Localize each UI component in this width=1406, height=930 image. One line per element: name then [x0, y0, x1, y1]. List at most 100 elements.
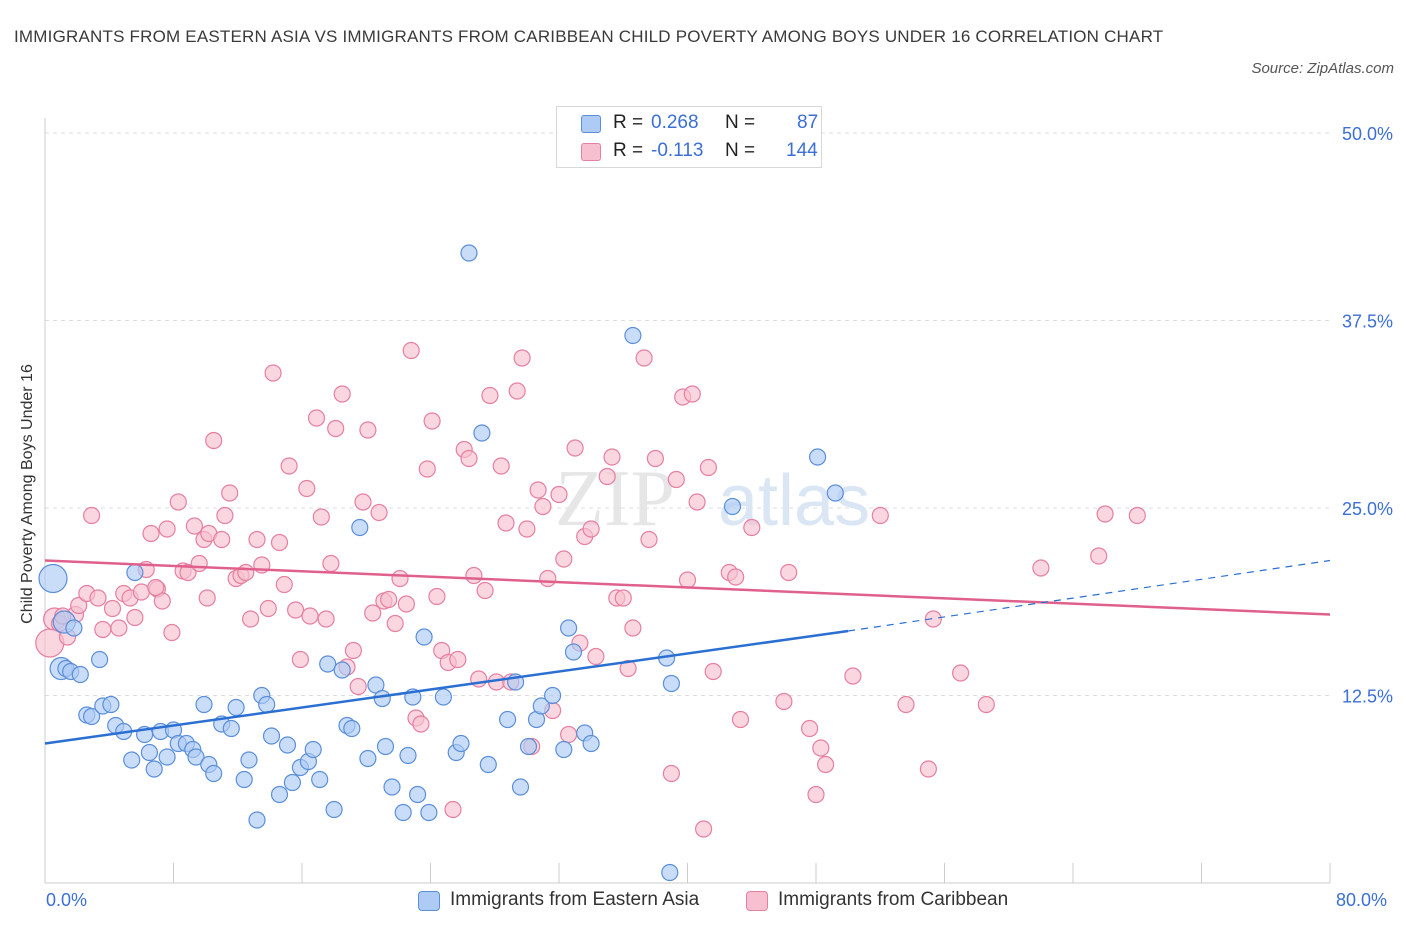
- data-point-caribbean: [614, 589, 632, 607]
- bottom-legend-swatch-blue: [418, 891, 440, 911]
- data-point-eastern-asia: [38, 563, 68, 594]
- data-point-caribbean: [635, 349, 653, 367]
- data-point-eastern-asia: [102, 695, 120, 714]
- data-point-eastern-asia: [126, 563, 144, 582]
- data-point-eastern-asia: [123, 751, 141, 769]
- data-point-caribbean: [312, 508, 330, 526]
- data-point-eastern-asia: [519, 737, 538, 756]
- data-point-caribbean: [662, 764, 681, 783]
- data-point-eastern-asia: [383, 778, 401, 796]
- data-point-caribbean: [103, 599, 122, 618]
- data-point-eastern-asia: [158, 748, 176, 766]
- data-point-eastern-asia: [543, 686, 562, 705]
- data-point-caribbean: [333, 385, 351, 403]
- data-point-caribbean: [897, 695, 915, 714]
- data-point-caribbean: [871, 506, 889, 525]
- data-point-caribbean: [624, 619, 642, 637]
- data-point-eastern-asia: [532, 697, 550, 715]
- data-point-caribbean: [951, 664, 970, 682]
- data-point-caribbean: [731, 710, 750, 729]
- data-point-caribbean: [481, 386, 499, 405]
- data-point-caribbean: [667, 470, 685, 489]
- data-point-caribbean: [35, 628, 65, 658]
- data-point-caribbean: [518, 520, 536, 538]
- legend-swatch-blue: [581, 115, 601, 133]
- axes: [44, 118, 1331, 884]
- bottom-legend-label-a: Immigrants from Eastern Asia: [450, 889, 700, 910]
- legend-n-value-b: 144: [786, 140, 818, 161]
- data-point-eastern-asia: [222, 719, 240, 738]
- data-point-eastern-asia: [71, 665, 89, 684]
- data-point-caribbean: [270, 533, 289, 552]
- data-point-eastern-asia: [808, 448, 827, 466]
- data-point-caribbean: [775, 692, 793, 711]
- data-point-caribbean: [198, 589, 216, 607]
- data-point-eastern-asia: [499, 710, 517, 729]
- data-point-eastern-asia: [511, 778, 530, 796]
- legend-n-label: N =: [725, 140, 756, 161]
- data-point-eastern-asia: [555, 740, 573, 759]
- y-tick-labels: 12.5% 25.0% 37.5% 50.0%: [1342, 124, 1393, 707]
- data-point-caribbean: [694, 820, 713, 838]
- data-point-caribbean: [298, 479, 316, 498]
- data-point-caribbean: [428, 587, 446, 606]
- data-point-caribbean: [492, 457, 510, 475]
- data-point-eastern-asia: [559, 619, 578, 637]
- data-point-caribbean: [555, 550, 573, 568]
- data-point-caribbean: [977, 695, 995, 714]
- data-point-eastern-asia: [240, 751, 258, 769]
- watermark-zip: ZIP: [555, 455, 675, 543]
- data-point-caribbean: [370, 503, 388, 522]
- data-point-caribbean: [82, 506, 101, 525]
- legend-r-value-a: 0.268: [651, 112, 699, 133]
- data-point-caribbean: [582, 520, 600, 538]
- data-point-caribbean: [213, 530, 231, 549]
- data-point-eastern-asia: [359, 749, 377, 768]
- data-point-caribbean: [380, 590, 398, 609]
- data-point-caribbean: [603, 448, 621, 466]
- data-point-eastern-asia: [420, 803, 438, 822]
- data-point-eastern-asia: [479, 755, 497, 774]
- data-point-caribbean: [169, 493, 187, 511]
- data-point-caribbean: [163, 623, 181, 642]
- data-point-caribbean: [559, 725, 578, 744]
- data-point-eastern-asia: [434, 688, 452, 706]
- data-point-caribbean: [449, 650, 467, 669]
- data-point-caribbean: [816, 755, 835, 774]
- data-point-eastern-asia: [227, 698, 245, 717]
- data-point-caribbean: [264, 364, 282, 382]
- data-point-eastern-asia: [140, 743, 158, 762]
- watermark-atlas: atlas: [718, 461, 870, 541]
- y-tick-label: 12.5%: [1342, 687, 1393, 707]
- data-point-caribbean: [688, 493, 706, 511]
- data-point-eastern-asia: [582, 734, 600, 753]
- data-point-caribbean: [402, 341, 420, 360]
- data-point-caribbean: [1128, 506, 1146, 525]
- data-point-eastern-asia: [90, 650, 109, 669]
- data-point-caribbean: [619, 659, 637, 678]
- data-point-caribbean: [216, 506, 234, 525]
- x-tick-min: 0.0%: [46, 890, 88, 910]
- data-point-eastern-asia: [415, 628, 433, 646]
- trend-line-eastern-asia: [44, 629, 849, 745]
- data-point-caribbean: [566, 439, 584, 457]
- data-point-caribbean: [704, 662, 722, 681]
- data-point-caribbean: [386, 614, 404, 633]
- data-point-eastern-asia: [564, 643, 583, 661]
- data-point-caribbean: [800, 719, 819, 738]
- data-point-caribbean: [89, 589, 107, 607]
- data-point-eastern-asia: [283, 773, 301, 792]
- data-point-caribbean: [529, 481, 547, 499]
- x-tick-max: 80.0%: [1336, 890, 1388, 910]
- data-point-caribbean: [513, 349, 531, 367]
- data-point-caribbean: [132, 583, 150, 601]
- data-point-eastern-asia: [304, 740, 322, 759]
- data-point-eastern-asia: [662, 674, 681, 693]
- data-point-caribbean: [349, 677, 367, 696]
- data-point-caribbean: [699, 458, 718, 477]
- data-point-eastern-asia: [145, 760, 163, 778]
- data-point-caribbean: [1032, 559, 1050, 577]
- series-eastern-asia: [38, 244, 844, 882]
- data-point-caribbean: [1090, 547, 1108, 565]
